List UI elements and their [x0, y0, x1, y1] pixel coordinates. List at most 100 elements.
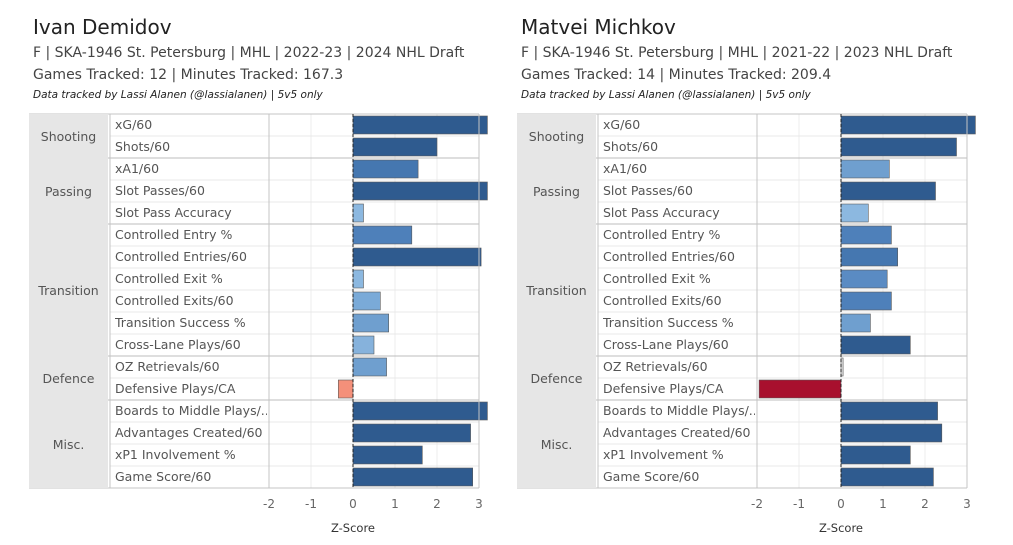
bar-michkov-0-1: [840, 137, 957, 157]
x-tick-label: 1: [391, 497, 399, 511]
bar-michkov-2-4: [840, 313, 871, 333]
metric-label: Game Score/60: [115, 469, 212, 484]
metric-label: Slot Pass Accuracy: [603, 205, 720, 220]
player-info: F | SKA-1946 St. Petersburg | MHL | 2022…: [33, 45, 465, 61]
metric-label: xA1/60: [115, 161, 160, 176]
bar-michkov-4-1: [840, 423, 943, 443]
metric-label: Controlled Entries/60: [115, 249, 247, 264]
metric-label: Controlled Entries/60: [603, 249, 735, 264]
x-axis-title: Z-Score: [819, 521, 863, 535]
bar-demidov-0-1: [352, 137, 438, 157]
x-tick-label: 0: [837, 497, 845, 511]
metric-label: Cross-Lane Plays/60: [603, 337, 729, 352]
zscore-bar-chart: -2 -1 0 1 2 3 Z-Score: [517, 113, 976, 535]
bar-michkov-2-0: [840, 225, 892, 245]
bar-michkov-2-3: [840, 291, 892, 311]
metric-label: Slot Passes/60: [603, 183, 693, 198]
metric-group-label: Misc.: [517, 400, 596, 488]
bar-michkov-4-2: [840, 445, 911, 465]
metric-label: Defensive Plays/CA: [603, 381, 724, 396]
metric-label: xP1 Involvement %: [603, 447, 724, 462]
metric-label: xA1/60: [603, 161, 648, 176]
metric-label: Boards to Middle Plays/..: [603, 403, 755, 418]
bar-demidov-1-0: [352, 159, 419, 179]
bar-demidov-4-0: [352, 401, 488, 421]
player-name: Matvei Michkov: [521, 15, 676, 39]
bar-michkov-3-1: [758, 379, 842, 399]
metric-label: Advantages Created/60: [115, 425, 263, 440]
metric-label: Controlled Exit %: [115, 271, 223, 286]
bar-michkov-2-2: [840, 269, 888, 289]
player-name: Ivan Demidov: [33, 15, 172, 39]
bar-michkov-4-0: [840, 401, 938, 421]
bar-demidov-2-4: [352, 313, 390, 333]
bar-demidov-2-0: [352, 225, 413, 245]
tracking-info: Games Tracked: 12 | Minutes Tracked: 167…: [33, 67, 344, 83]
metric-label: Transition Success %: [115, 315, 246, 330]
bar-demidov-4-2: [352, 445, 423, 465]
metric-label: Slot Pass Accuracy: [115, 205, 232, 220]
metric-group-label: Transition: [517, 224, 596, 356]
x-tick-label: -2: [751, 497, 763, 511]
metric-group-label: Shooting: [517, 114, 596, 158]
metric-label: Slot Passes/60: [115, 183, 205, 198]
bar-michkov-1-2: [840, 203, 869, 223]
metric-label: Controlled Entry %: [603, 227, 721, 242]
data-source-note: Data tracked by Lassi Alanen (@lassialan…: [33, 89, 323, 101]
metric-label: Advantages Created/60: [603, 425, 751, 440]
x-tick-label: 3: [475, 497, 483, 511]
bar-demidov-2-3: [352, 291, 381, 311]
metric-label: Boards to Middle Plays/..: [115, 403, 267, 418]
data-source-note: Data tracked by Lassi Alanen (@lassialan…: [521, 89, 811, 101]
metric-group-label: Defence: [29, 356, 108, 400]
metric-label: Game Score/60: [603, 469, 700, 484]
zscore-bar-chart: -2 -1 0 1 2 3 Z-Score: [29, 113, 488, 535]
x-tick-label: 0: [349, 497, 357, 511]
bar-demidov-3-1: [337, 379, 354, 399]
metric-label: OZ Retrievals/60: [603, 359, 708, 374]
x-tick-label: 3: [963, 497, 971, 511]
metric-label: Cross-Lane Plays/60: [115, 337, 241, 352]
bar-michkov-4-3: [840, 467, 934, 487]
bar-demidov-2-5: [352, 335, 375, 355]
metric-group-label: Misc.: [29, 400, 108, 488]
metric-label: xP1 Involvement %: [115, 447, 236, 462]
metric-label: Defensive Plays/CA: [115, 381, 236, 396]
bar-demidov-4-3: [352, 467, 473, 487]
x-tick-label: 2: [921, 497, 929, 511]
bar-demidov-0-0: [352, 115, 488, 135]
metric-label: Controlled Exit %: [603, 271, 711, 286]
metric-label: Controlled Entry %: [115, 227, 233, 242]
bar-demidov-2-2: [352, 269, 364, 289]
tracking-info: Games Tracked: 14 | Minutes Tracked: 209…: [521, 67, 832, 83]
bar-michkov-0-0: [840, 115, 976, 135]
player-info: F | SKA-1946 St. Petersburg | MHL | 2021…: [521, 45, 953, 61]
x-tick-label: -1: [305, 497, 317, 511]
bar-demidov-3-0: [352, 357, 387, 377]
x-tick-label: -1: [793, 497, 805, 511]
metric-group-label: Defence: [517, 356, 596, 400]
x-tick-label: 1: [879, 497, 887, 511]
bar-michkov-2-5: [840, 335, 911, 355]
metric-label: Shots/60: [603, 139, 659, 154]
metric-label: xG/60: [603, 117, 641, 132]
bar-demidov-2-1: [352, 247, 482, 267]
bar-demidov-4-1: [352, 423, 471, 443]
metric-label: xG/60: [115, 117, 153, 132]
metric-group-label: Passing: [517, 158, 596, 224]
bar-michkov-1-1: [840, 181, 936, 201]
metric-label: OZ Retrievals/60: [115, 359, 220, 374]
x-tick-label: 2: [433, 497, 441, 511]
metric-label: Shots/60: [115, 139, 171, 154]
metric-label: Controlled Exits/60: [603, 293, 722, 308]
bar-demidov-1-2: [352, 203, 364, 223]
x-tick-label: -2: [263, 497, 275, 511]
bar-michkov-2-1: [840, 247, 899, 267]
bar-michkov-1-0: [840, 159, 890, 179]
metric-group-label: Passing: [29, 158, 108, 224]
x-axis-title: Z-Score: [331, 521, 375, 535]
metric-label: Transition Success %: [603, 315, 734, 330]
metric-group-label: Transition: [29, 224, 108, 356]
metric-label: Controlled Exits/60: [115, 293, 234, 308]
metric-group-label: Shooting: [29, 114, 108, 158]
